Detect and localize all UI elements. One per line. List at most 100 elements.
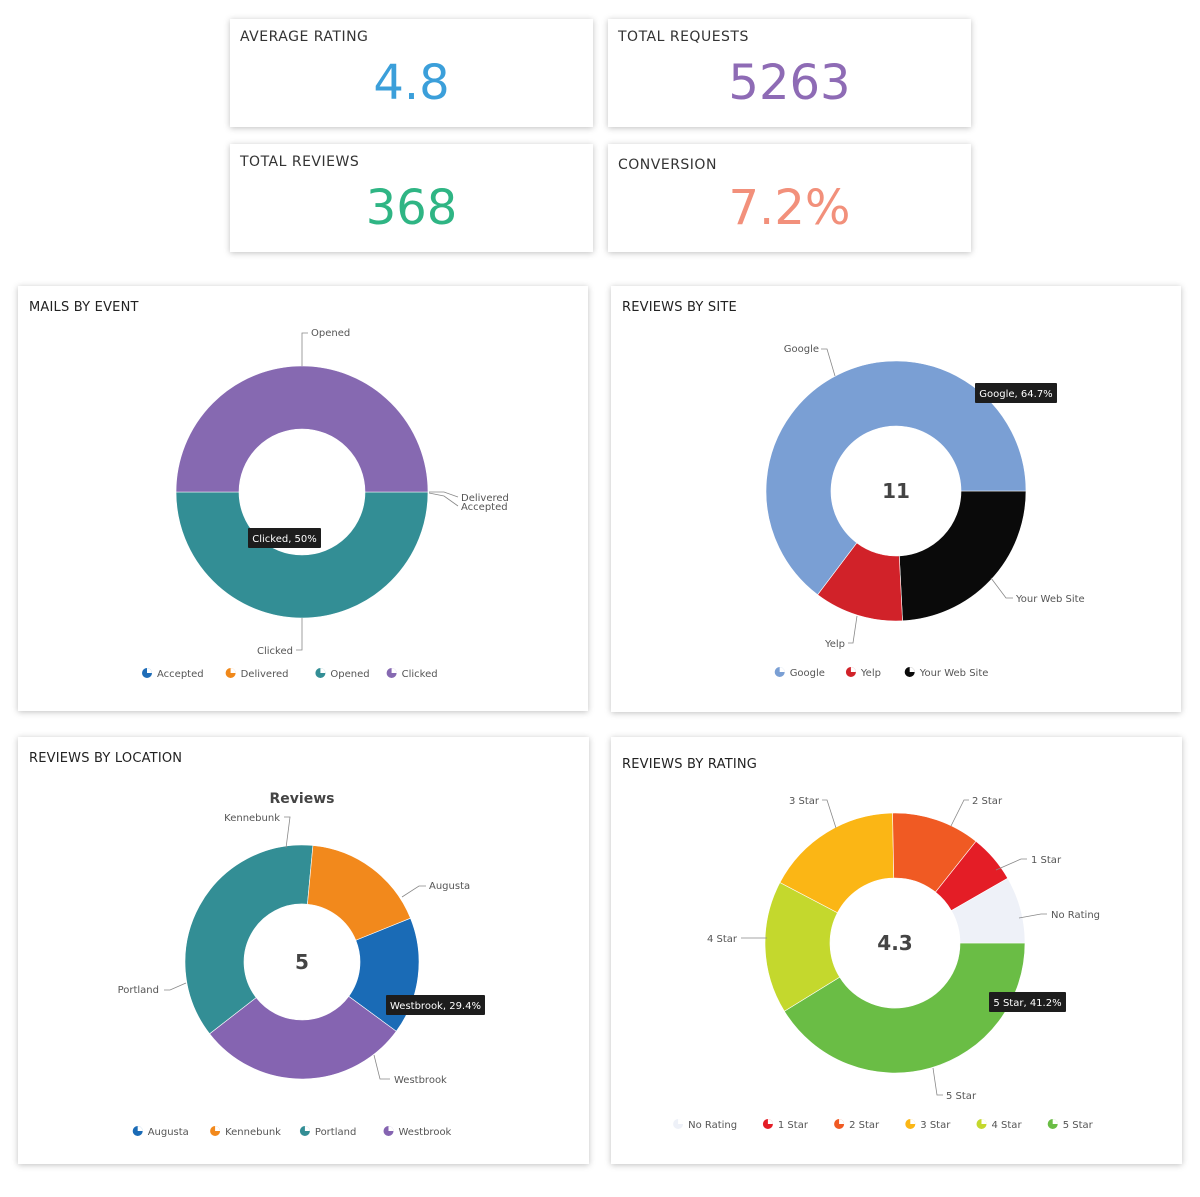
slice-label-1-star: 1 Star bbox=[1031, 855, 1062, 866]
slice-google[interactable] bbox=[765, 360, 1027, 596]
slice-no-rating[interactable] bbox=[950, 877, 1026, 944]
slice-label-no-rating: No Rating bbox=[1051, 910, 1100, 921]
leader-line-5-star bbox=[932, 1067, 943, 1096]
leader-line-delivered bbox=[429, 491, 459, 498]
legend-label: 2 Star bbox=[849, 1120, 880, 1131]
leader-line-westbrook bbox=[373, 1054, 390, 1080]
kpi-total-requests: TOTAL REQUESTS 5263 bbox=[608, 19, 971, 127]
panel-title: MAILS BY EVENT bbox=[29, 300, 139, 315]
slice-label-yelp: Yelp bbox=[824, 639, 845, 650]
legend-label: Kennebunk bbox=[225, 1127, 281, 1138]
reviews-by-location-chart: Reviews Augusta Westbrook Portland Kennebunk… bbox=[118, 791, 485, 1138]
slice-label-2-star: 2 Star bbox=[972, 796, 1003, 807]
tooltip-box bbox=[248, 528, 321, 548]
legend-label: Portland bbox=[315, 1127, 356, 1138]
legend-item-yelp[interactable]: Yelp bbox=[845, 667, 881, 679]
panel-title: REVIEWS BY SITE bbox=[622, 300, 737, 315]
reviews-by-rating-panel: REVIEWS BY RATING 5 Star 4 Star 3 Star 2 St… bbox=[611, 737, 1182, 1164]
legend-item-augusta[interactable]: Augusta bbox=[132, 1126, 189, 1138]
legend-swatch-notch bbox=[910, 1119, 916, 1124]
slice-label-portland: Portland bbox=[118, 985, 159, 996]
legend-label: Augusta bbox=[148, 1127, 189, 1138]
slice-label-augusta: Augusta bbox=[429, 881, 470, 892]
legend-label: Google bbox=[790, 668, 825, 679]
slice-portland[interactable] bbox=[184, 844, 314, 1035]
kpi-value: 5263 bbox=[728, 55, 851, 111]
tooltip: 5 Star, 41.2% bbox=[989, 992, 1066, 1012]
leader-line-1-star bbox=[995, 858, 1027, 871]
legend-item-2-star[interactable]: 2 Star bbox=[834, 1119, 880, 1131]
legend-label: 3 Star bbox=[920, 1120, 951, 1131]
legend-item-westbrook[interactable]: Westbrook bbox=[383, 1126, 452, 1138]
legend-item-google[interactable]: Google bbox=[774, 667, 825, 679]
legend-label: Your Web Site bbox=[919, 668, 989, 679]
legend-label: 5 Star bbox=[1063, 1120, 1094, 1131]
leader-line-clicked bbox=[296, 618, 303, 651]
legend-item-1-star[interactable]: 1 Star bbox=[762, 1119, 809, 1131]
slice-label-clicked: Clicked bbox=[257, 646, 293, 657]
slice-label-your-web-site: Your Web Site bbox=[1015, 594, 1085, 605]
reviews-by-location-panel: REVIEWS BY LOCATION Reviews Augusta Westbr… bbox=[18, 737, 589, 1164]
legend-item-delivered[interactable]: Delivered bbox=[225, 668, 289, 680]
legend-item-3-star[interactable]: 3 Star bbox=[905, 1119, 951, 1131]
slice-opened[interactable] bbox=[175, 491, 429, 619]
slice-clicked[interactable] bbox=[175, 365, 429, 493]
center-value: 4.3 bbox=[877, 931, 912, 955]
slice-5-star[interactable] bbox=[783, 942, 1026, 1074]
mails-by-event-panel: MAILS BY EVENT Opened Delivered Accepted Cl… bbox=[18, 286, 588, 711]
legend-label: Opened bbox=[330, 669, 369, 680]
slice-label-5-star: 5 Star bbox=[946, 1091, 977, 1102]
legend-item-portland[interactable]: Portland bbox=[299, 1126, 356, 1138]
legend-swatch-notch bbox=[320, 668, 326, 673]
chart-subtitle: Reviews bbox=[270, 791, 335, 807]
slice-kennebunk[interactable] bbox=[307, 845, 411, 941]
kpi-value: 7.2% bbox=[728, 180, 851, 236]
center-value: 11 bbox=[882, 479, 910, 503]
legend-swatch-notch bbox=[215, 1126, 221, 1131]
slice-label-accepted: Accepted bbox=[461, 502, 508, 513]
kpi-value: 368 bbox=[365, 180, 458, 236]
slice-your-web-site[interactable] bbox=[898, 490, 1027, 622]
slice-label-opened: Opened bbox=[311, 328, 350, 339]
legend-item-clicked[interactable]: Clicked bbox=[386, 668, 438, 680]
legend-swatch-notch bbox=[850, 667, 856, 672]
leader-line-2-star bbox=[950, 799, 969, 827]
legend-label: Westbrook bbox=[399, 1127, 452, 1138]
legend-label: No Rating bbox=[688, 1120, 737, 1131]
legend-swatch-notch bbox=[981, 1119, 987, 1124]
legend-swatch-notch bbox=[909, 667, 915, 672]
legend-item-opened[interactable]: Opened bbox=[315, 668, 370, 680]
tooltip-box bbox=[989, 992, 1066, 1012]
tooltip-text: Clicked, 50% bbox=[252, 534, 317, 545]
legend-label: Delivered bbox=[241, 669, 289, 680]
panel-title: REVIEWS BY RATING bbox=[622, 757, 758, 772]
leader-line-your-web-site bbox=[990, 577, 1013, 599]
kpi-value: 4.8 bbox=[373, 55, 450, 111]
legend-item-kennebunk[interactable]: Kennebunk bbox=[210, 1126, 281, 1138]
legend-swatch-notch bbox=[391, 668, 397, 673]
leader-line-google bbox=[821, 348, 836, 377]
slice-label-google: Google bbox=[784, 344, 819, 355]
slice-westbrook[interactable] bbox=[209, 995, 397, 1080]
legend-item-accepted[interactable]: Accepted bbox=[142, 668, 204, 680]
legend-swatch-notch bbox=[388, 1126, 394, 1131]
reviews-by-site-chart: Google Your Web Site Yelp 11 Google, 64.7% Go… bbox=[765, 344, 1085, 679]
legend-swatch-notch bbox=[839, 1119, 845, 1124]
legend-item-4-star[interactable]: 4 Star bbox=[976, 1119, 1023, 1131]
legend-item-5-star[interactable]: 5 Star bbox=[1047, 1119, 1094, 1131]
slice-label-westbrook: Westbrook bbox=[394, 1075, 447, 1086]
legend-item-no-rating[interactable]: No Rating bbox=[673, 1119, 737, 1131]
legend-swatch-notch bbox=[1052, 1119, 1058, 1124]
legend-item-your-web-site[interactable]: Your Web Site bbox=[904, 667, 989, 679]
tooltip-text: Google, 64.7% bbox=[979, 389, 1052, 400]
legend-swatch-notch bbox=[147, 668, 152, 673]
kpi-average-rating: AVERAGE RATING 4.8 bbox=[230, 19, 593, 127]
tooltip: Google, 64.7% bbox=[975, 383, 1057, 403]
slice-label-kennebunk: Kennebunk bbox=[224, 813, 280, 824]
leader-line-no-rating bbox=[1018, 913, 1047, 919]
kpi-total-reviews: TOTAL REVIEWS 368 bbox=[230, 144, 593, 252]
legend-label: Accepted bbox=[157, 669, 204, 680]
leader-line-portland bbox=[164, 982, 187, 991]
reviews-by-rating-chart: 5 Star 4 Star 3 Star 2 Star 1 Star No Rating 4… bbox=[673, 796, 1100, 1131]
leader-line-kennebunk bbox=[284, 816, 291, 849]
